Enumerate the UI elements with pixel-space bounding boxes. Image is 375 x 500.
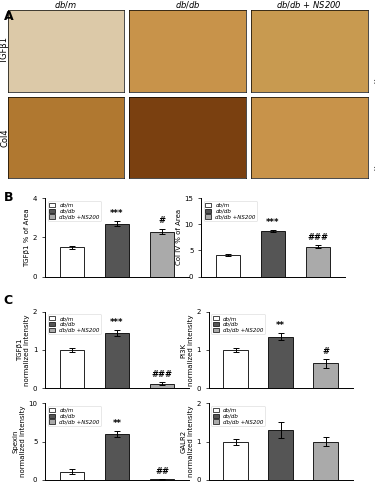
Y-axis label: TGFβ1 % of Area: TGFβ1 % of Area [24,208,30,266]
Bar [105,434,129,480]
Text: ×200: ×200 [372,166,375,172]
Y-axis label: PI3K
normalized intensity: PI3K normalized intensity [181,314,194,386]
Text: ###: ### [308,234,328,242]
Text: #: # [322,346,329,356]
Bar [223,442,248,480]
Y-axis label: Spexin
normalized intensity: Spexin normalized intensity [13,406,26,477]
Legend: db/m, db/db, db/db +NS200: db/m, db/db, db/db +NS200 [204,201,258,221]
Title: $db/m$: $db/m$ [54,0,78,10]
Bar [105,224,129,276]
Text: **: ** [276,320,285,330]
Bar [60,350,84,389]
Bar [60,247,84,276]
Y-axis label: Col4: Col4 [0,128,9,146]
Legend: db/m, db/db, db/db +NS200: db/m, db/db, db/db +NS200 [48,314,102,334]
Text: ***: *** [266,218,280,227]
Y-axis label: Col IV % of Area: Col IV % of Area [176,210,181,266]
Bar [216,255,240,276]
Bar [313,364,338,388]
Y-axis label: GALR2
normalized intensity: GALR2 normalized intensity [181,406,194,477]
Bar [306,247,330,276]
Bar [60,472,84,480]
Bar [105,332,129,388]
Legend: db/m, db/db, db/db +NS200: db/m, db/db, db/db +NS200 [211,314,265,334]
Y-axis label: TGFβ1
normalized intensity: TGFβ1 normalized intensity [17,314,30,386]
Bar [268,336,293,388]
Legend: db/m, db/db, db/db +NS200: db/m, db/db, db/db +NS200 [48,201,102,221]
Legend: db/m, db/db, db/db +NS200: db/m, db/db, db/db +NS200 [48,406,102,426]
Legend: db/m, db/db, db/db +NS200: db/m, db/db, db/db +NS200 [211,406,265,426]
Bar [261,231,285,276]
Bar [150,384,174,388]
Text: A: A [4,10,13,23]
Title: $db/db$ + NS200: $db/db$ + NS200 [276,0,342,10]
Text: ***: *** [110,318,124,326]
Bar [150,232,174,276]
Text: **: ** [112,419,122,428]
Text: C: C [4,294,13,307]
Bar [268,430,293,480]
Bar [223,350,248,389]
Bar [150,479,174,480]
Text: B: B [4,190,13,203]
Title: $db/db$: $db/db$ [175,0,200,10]
Text: #: # [159,216,165,226]
Bar [313,442,338,480]
Text: ×200: ×200 [372,79,375,85]
Y-axis label: TGFβ1: TGFβ1 [0,38,9,64]
Text: ###: ### [152,370,172,379]
Text: ***: *** [110,209,124,218]
Text: ##: ## [155,467,169,476]
